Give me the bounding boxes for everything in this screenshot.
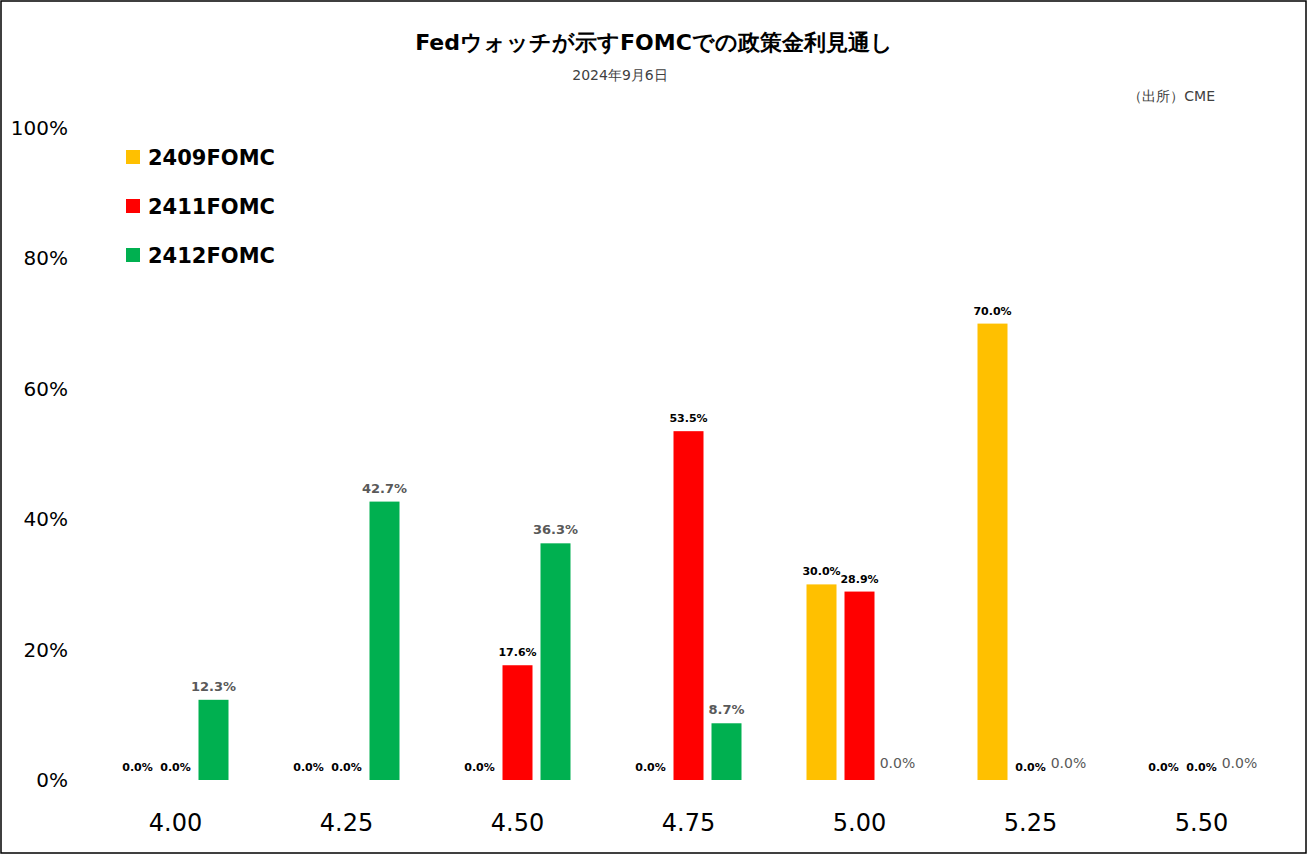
x-tick-label: 5.00 — [833, 809, 886, 837]
bar — [807, 584, 837, 780]
bar — [1016, 780, 1046, 781]
data-label: 36.3% — [533, 522, 578, 537]
x-tick-label: 4.50 — [491, 809, 544, 837]
x-tick-label: 5.50 — [1175, 809, 1228, 837]
bar — [503, 665, 533, 780]
y-tick-label: 0% — [36, 768, 68, 792]
data-label: 0.0% — [331, 761, 362, 774]
y-tick-label: 80% — [24, 246, 68, 270]
data-label: 0.0% — [293, 761, 324, 774]
y-tick — [86, 128, 90, 129]
x-tick-label: 4.75 — [662, 809, 715, 837]
y-tick — [86, 258, 90, 259]
y-tick-label: 40% — [24, 507, 68, 531]
x-tick-label: 4.00 — [149, 809, 202, 837]
data-label: 0.0% — [160, 761, 191, 774]
bar — [1054, 780, 1084, 781]
x-tick-label: 4.25 — [320, 809, 373, 837]
title: Fedウォッチが示すFOMCでの政策金利見通し — [415, 30, 893, 55]
data-label: 0.0% — [1148, 761, 1179, 774]
source: （出所）CME — [1128, 88, 1215, 104]
y-tick — [86, 519, 90, 520]
data-label: 28.9% — [840, 573, 878, 586]
y-tick — [86, 780, 90, 781]
data-label: 12.3% — [191, 679, 236, 694]
bar — [294, 780, 324, 781]
bar — [978, 324, 1008, 780]
legend-label: 2412FOMC — [148, 244, 275, 268]
y-tick-label: 60% — [24, 377, 68, 401]
bar — [712, 723, 742, 780]
bar — [161, 780, 191, 781]
data-label: 42.7% — [362, 481, 407, 496]
subtitle: 2024年9月6日 — [572, 67, 667, 83]
data-label: 0.0% — [635, 761, 666, 774]
y-tick-label: 20% — [24, 638, 68, 662]
bar — [541, 543, 571, 780]
bar — [1187, 780, 1217, 781]
y-tick — [86, 388, 90, 389]
bar — [1149, 780, 1179, 781]
legend-swatch — [126, 199, 140, 213]
bars — [199, 324, 1008, 780]
data-label: 0.0% — [1051, 755, 1087, 771]
legend-swatch — [126, 150, 140, 164]
bar — [636, 780, 666, 781]
frame — [1, 1, 1306, 853]
bar — [674, 431, 704, 780]
data-labels: 0.0% 0.0% 0.0% 0.0% 30.0% 70.0% 0.0% 0.0% 0.0% 17… — [122, 305, 1257, 774]
data-label: 8.7% — [708, 702, 744, 717]
bar — [845, 592, 875, 780]
chart: Fedウォッチが示すFOMCでの政策金利見通し 2024年9月6日 （出所）CME 0… — [0, 0, 1307, 854]
legend-label: 2409FOMC — [148, 146, 275, 170]
x-tick-label: 5.25 — [1004, 809, 1057, 837]
data-label: 0.0% — [464, 761, 495, 774]
legend: 2409FOMC 2411FOMC 2412FOMC — [126, 146, 275, 268]
legend-swatch — [126, 248, 140, 262]
bar — [465, 780, 495, 781]
data-label: 70.0% — [973, 305, 1011, 318]
bar — [883, 780, 913, 781]
legend-label: 2411FOMC — [148, 195, 275, 219]
bar — [199, 700, 229, 780]
bar — [1225, 780, 1255, 781]
data-label: 0.0% — [1015, 761, 1046, 774]
data-label: 0.0% — [1222, 755, 1258, 771]
data-label: 0.0% — [1186, 761, 1217, 774]
data-label: 17.6% — [498, 646, 536, 659]
data-label: 0.0% — [880, 755, 916, 771]
data-label: 30.0% — [802, 565, 840, 578]
bar — [332, 780, 362, 781]
data-label: 0.0% — [122, 761, 153, 774]
y-tick — [86, 649, 90, 650]
bar — [370, 502, 400, 780]
bar — [123, 780, 153, 781]
data-label: 53.5% — [669, 412, 707, 425]
y-tick-label: 100% — [11, 116, 68, 140]
